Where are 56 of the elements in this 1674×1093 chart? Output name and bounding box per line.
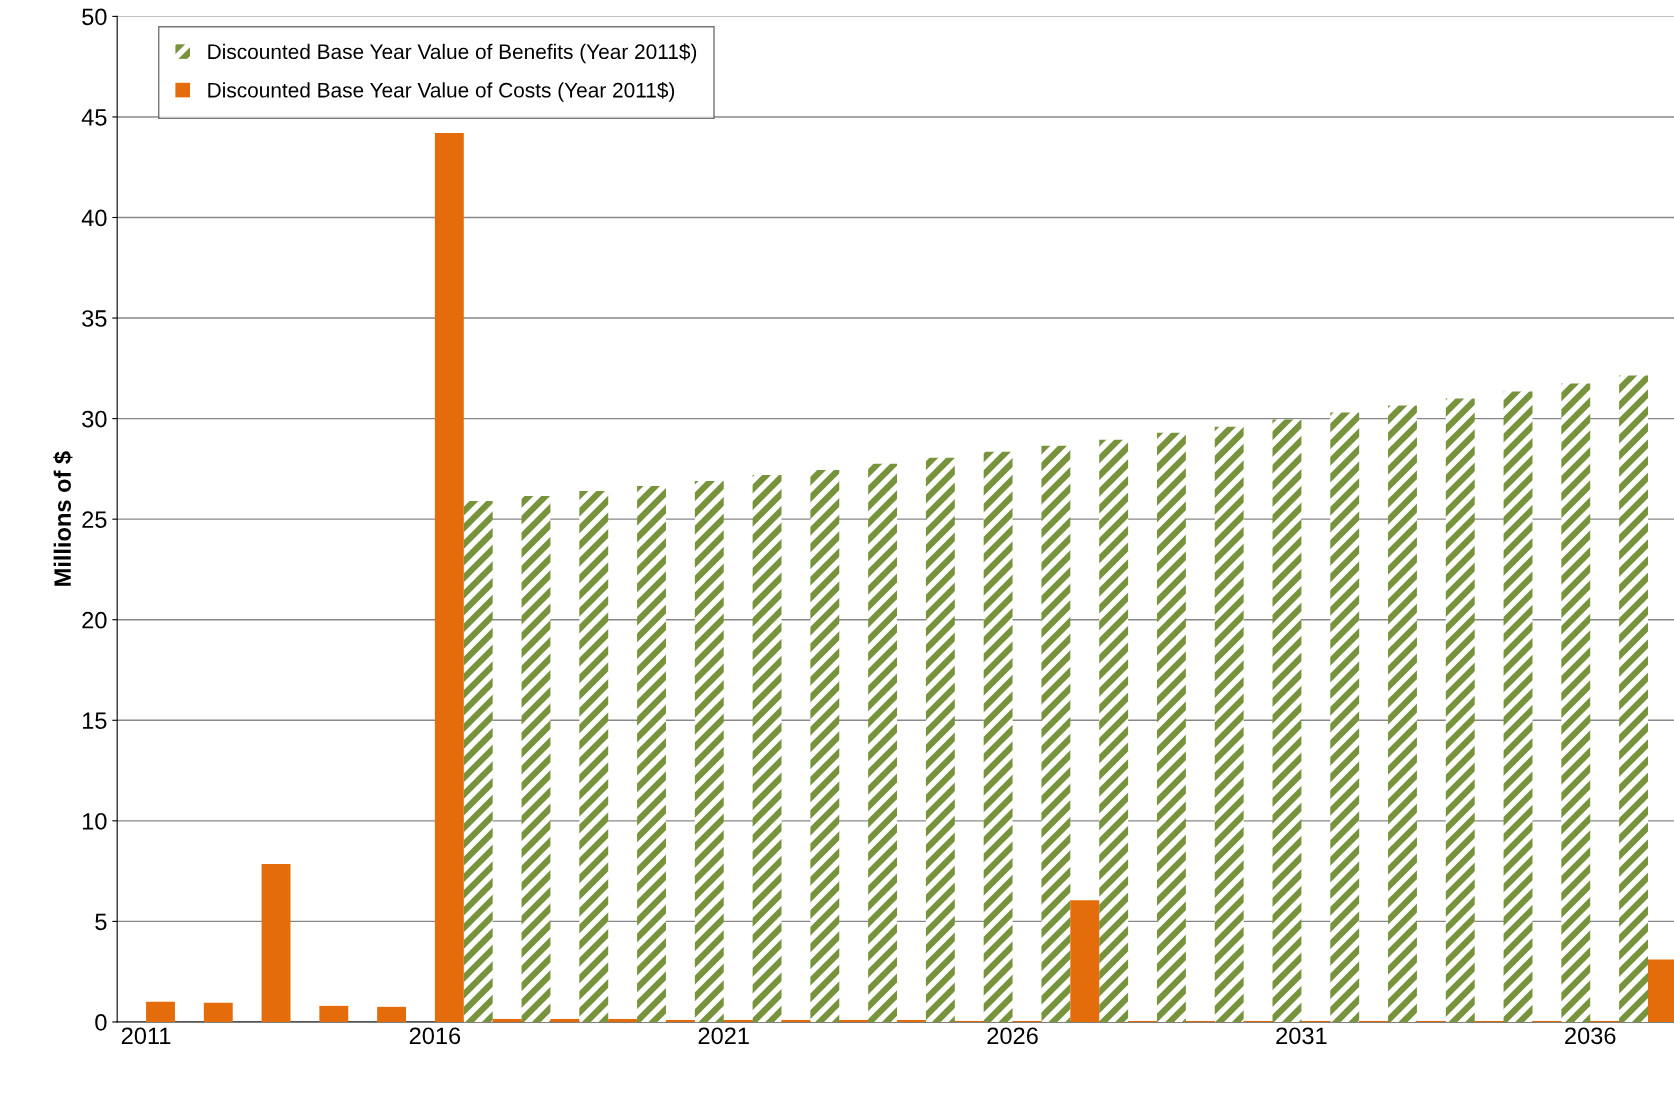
bar — [1445, 398, 1475, 1022]
bar — [319, 1005, 349, 1022]
bar — [723, 1019, 753, 1022]
bar — [1214, 426, 1244, 1022]
bar — [1070, 900, 1100, 1022]
bar — [261, 864, 291, 1022]
bar — [579, 491, 609, 1022]
y-tick-label: 0 — [95, 1014, 107, 1031]
bar — [897, 1019, 926, 1022]
bar — [1561, 383, 1591, 1022]
bar — [146, 1001, 175, 1022]
bar — [608, 1018, 638, 1022]
y-tick-label: 35 — [82, 310, 107, 327]
bar — [1503, 391, 1533, 1022]
bar — [1388, 405, 1417, 1022]
y-tick-label: 15 — [83, 712, 107, 730]
y-tick-label: 25 — [82, 511, 107, 528]
bar — [781, 1019, 811, 1022]
bar — [1099, 439, 1129, 1022]
legend-label: Discounted Base Year Value of Costs (Year 2011$) — [208, 81, 675, 102]
bar — [810, 469, 840, 1022]
bar — [1272, 419, 1302, 1022]
bar — [925, 457, 955, 1022]
bar — [665, 1019, 695, 1022]
y-axis-title: Millions of $ — [53, 451, 73, 586]
x-tick-label: 2031 — [1276, 1027, 1327, 1045]
bar — [1330, 412, 1360, 1022]
bar — [752, 474, 782, 1022]
bar — [463, 501, 493, 1022]
bar — [377, 1006, 407, 1022]
x-tick-label: 2026 — [987, 1027, 1038, 1045]
bar — [550, 1018, 580, 1022]
y-tick-label: 10 — [83, 812, 107, 830]
bar — [839, 1019, 869, 1022]
y-tick-label: 20 — [82, 611, 107, 629]
bar — [434, 133, 464, 1022]
x-tick-label: 2021 — [698, 1027, 749, 1045]
x-tick-label: 2011 — [121, 1027, 171, 1045]
bar — [637, 485, 666, 1022]
bar — [1619, 375, 1648, 1022]
x-tick-label: 2036 — [1565, 1027, 1616, 1045]
bar — [1041, 445, 1071, 1022]
bar — [203, 1002, 233, 1022]
bar — [1156, 432, 1186, 1022]
legend-label: Discounted Base Year Value of Benefits (Year 2011$) — [208, 43, 697, 64]
bar — [521, 496, 551, 1022]
y-tick-label: 40 — [81, 209, 107, 227]
x-tick-label: 2016 — [409, 1027, 461, 1045]
y-tick-label: 5 — [95, 913, 107, 931]
bar — [694, 480, 724, 1022]
bar — [868, 463, 898, 1022]
y-tick-label: 45 — [81, 109, 107, 126]
y-tick-label: 30 — [82, 410, 107, 428]
bar — [983, 451, 1013, 1022]
bar — [492, 1018, 522, 1022]
y-tick-label: 50 — [82, 8, 107, 26]
